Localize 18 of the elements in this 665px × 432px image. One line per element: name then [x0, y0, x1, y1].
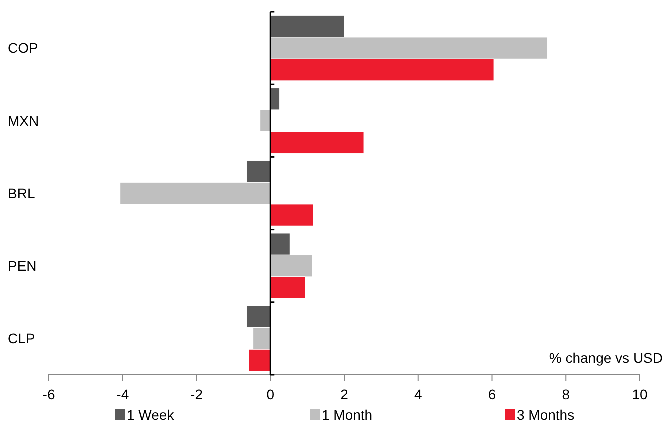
y-tick-label: MXN	[8, 112, 40, 129]
x-axis-title: % change vs USD	[549, 350, 663, 366]
x-tick-label: -2	[190, 386, 204, 402]
x-tick-label: -6	[42, 386, 56, 402]
y-tick-label: CLP	[8, 330, 36, 347]
x-tick-label: 10	[632, 386, 648, 402]
y-tick-label: COP	[8, 40, 38, 56]
legend-label: 3 Months	[517, 407, 575, 423]
y-tick-label: PEN	[8, 258, 37, 274]
y-tick-label: BRL	[8, 185, 36, 202]
x-tick-label: 0	[266, 386, 275, 402]
legend-label: 1 Week	[127, 407, 176, 423]
x-tick-label: -4	[116, 386, 130, 402]
x-tick-label: 4	[414, 386, 422, 402]
x-tick-label: 8	[562, 386, 570, 402]
x-tick-label: 2	[340, 386, 349, 402]
x-tick-label: 6	[488, 386, 496, 402]
legend-label: 1 Month	[322, 407, 373, 423]
